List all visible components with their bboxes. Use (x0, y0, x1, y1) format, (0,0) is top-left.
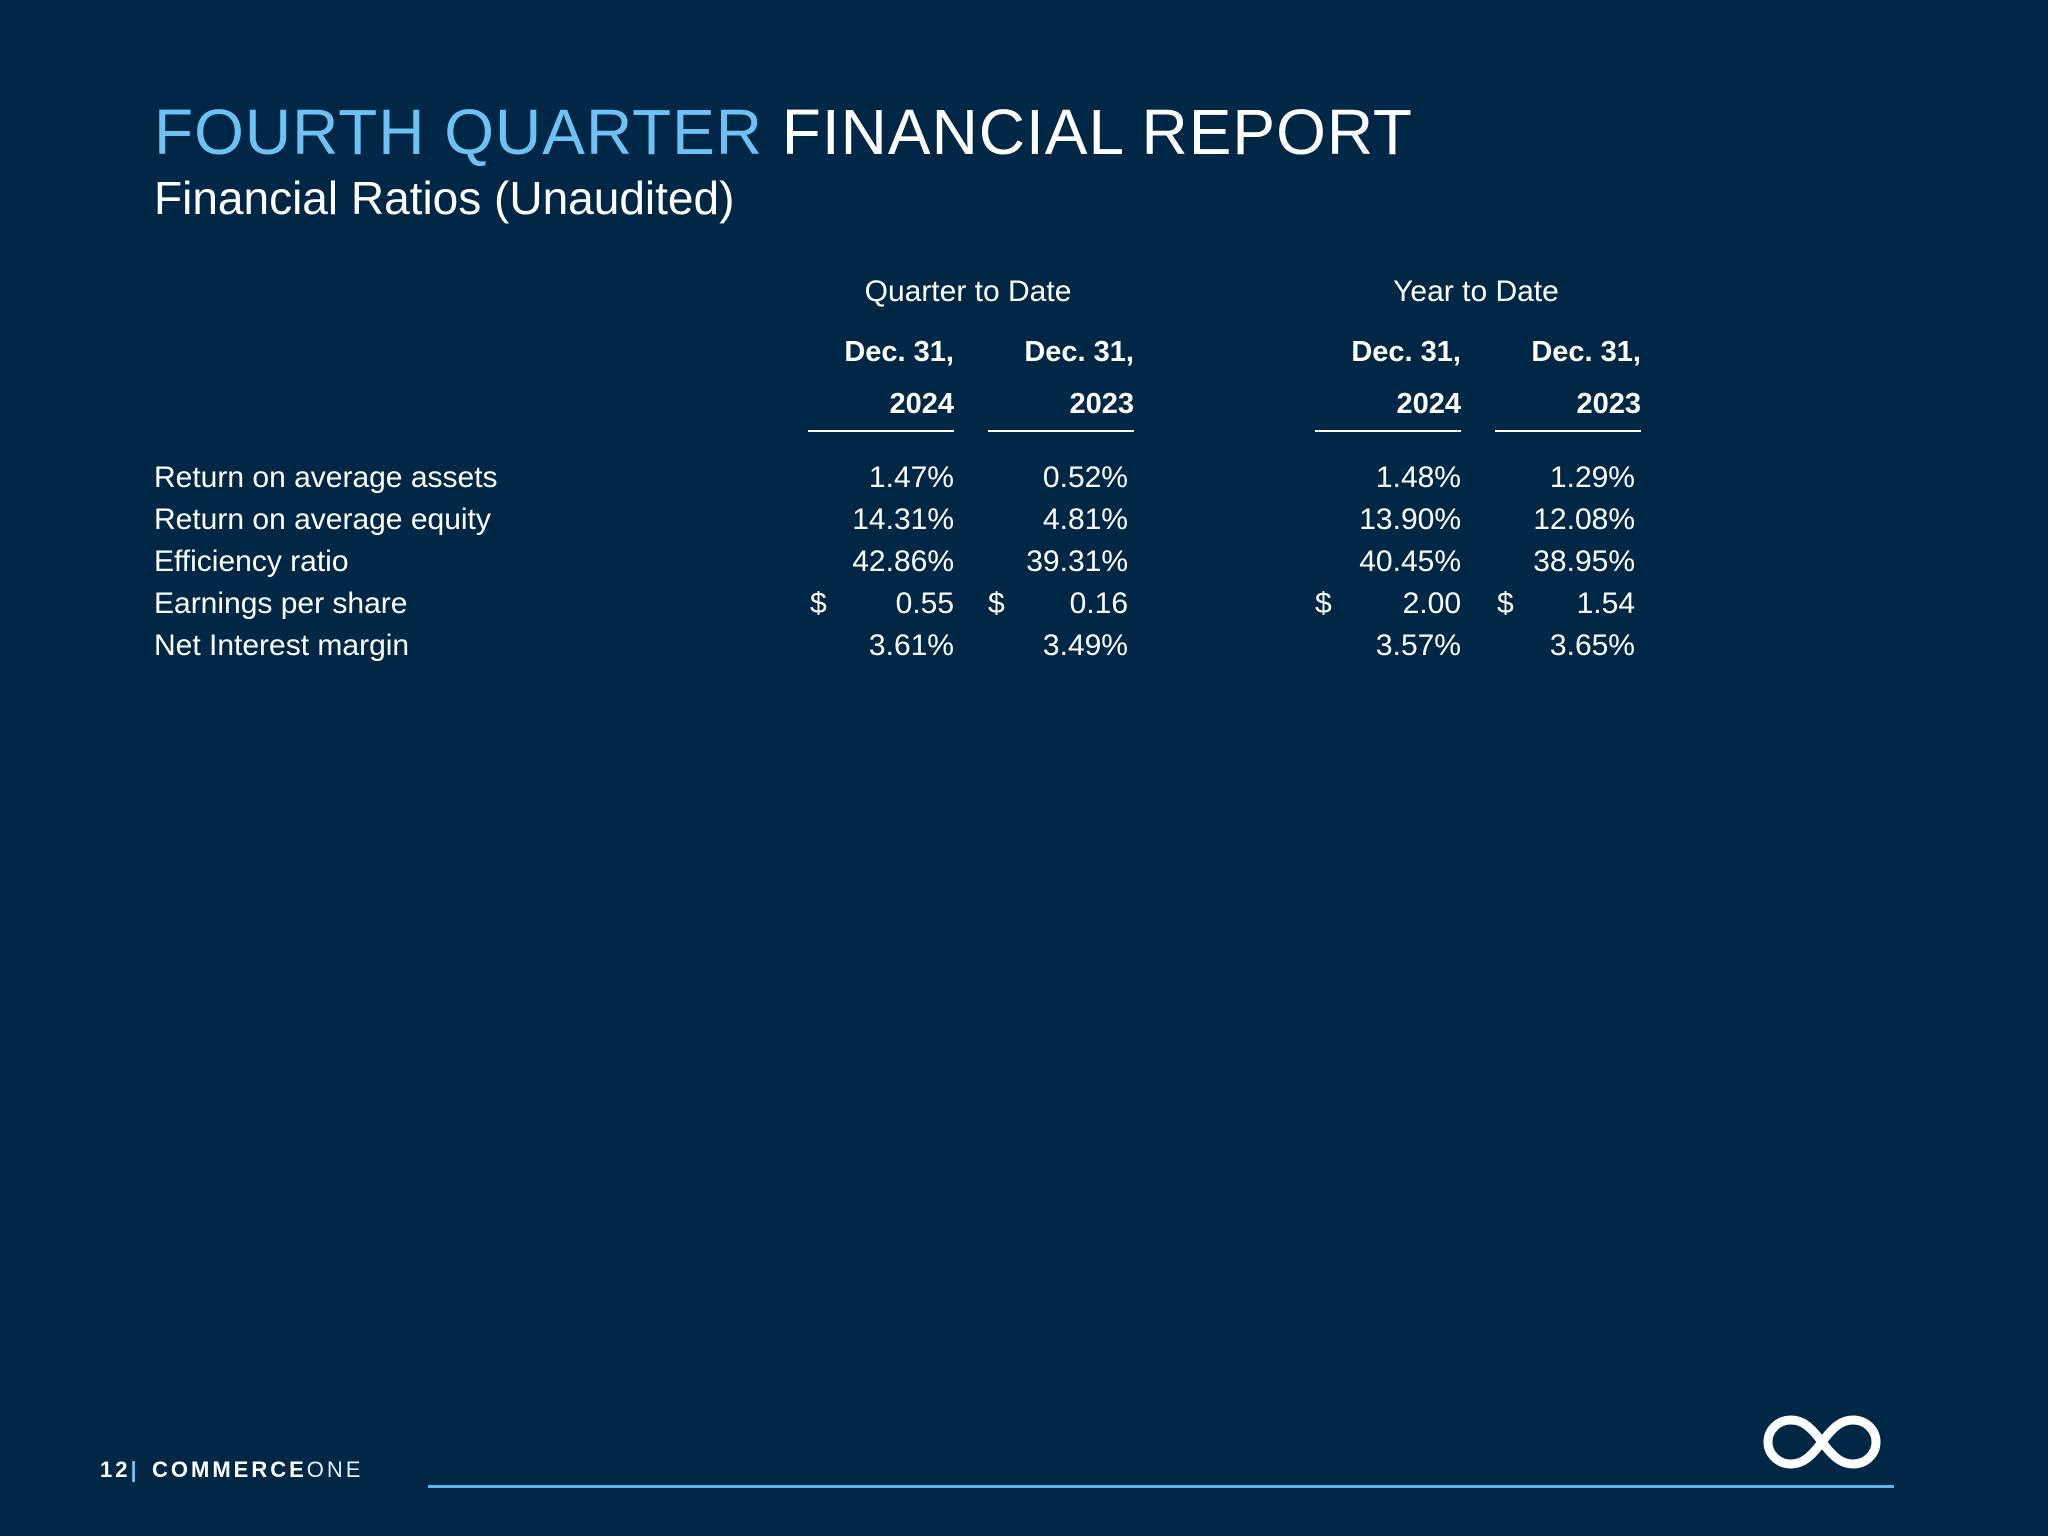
row-label: Net Interest margin (154, 629, 410, 662)
brand-wordmark: COMMERCEONE (152, 1456, 363, 1484)
table-cell: 2.00 (1402, 587, 1461, 620)
table-cell: 42.86% (852, 545, 954, 578)
currency-symbol: $ (988, 587, 1005, 620)
page-number-value: 12 (100, 1457, 131, 1482)
brand-light: ONE (306, 1457, 364, 1482)
brand-bold: COMMERCE (152, 1457, 307, 1482)
title-main: FINANCIAL REPORT (781, 96, 1413, 168)
table-cell: 3.57% (1375, 629, 1461, 662)
row-label: Efficiency ratio (154, 545, 349, 578)
table-row: Net Interest margin 3.61% 3.49% 3.57% 3.… (0, 625, 2048, 667)
infinity-icon (1763, 1415, 1881, 1469)
group-header-year: Year to Date (1393, 275, 1559, 308)
table-cell: 4.81% (1042, 503, 1128, 536)
currency-symbol: $ (1497, 587, 1514, 620)
column-header-line2: 2023 (1576, 388, 1641, 420)
table-row: Return on average equity 14.31% 4.81% 13… (0, 499, 2048, 541)
table-row: Earnings per share $ 0.55 $ 0.16 $ 2.00 … (0, 583, 2048, 625)
column-header-line2: 2024 (1396, 388, 1461, 420)
table-cell: 38.95% (1533, 545, 1635, 578)
table-cell: 3.49% (1042, 629, 1128, 662)
column-header-line1: Dec. 31, (844, 336, 954, 368)
currency-symbol: $ (1315, 587, 1332, 620)
table-row: Efficiency ratio 42.86% 39.31% 40.45% 38… (0, 541, 2048, 583)
table-cell: 1.48% (1375, 461, 1461, 494)
table-cell: 1.47% (868, 461, 954, 494)
table-cell: 1.29% (1549, 461, 1635, 494)
group-header-quarter: Quarter to Date (864, 275, 1072, 308)
footer-divider (428, 1485, 1894, 1488)
title-accent: FOURTH QUARTER (154, 96, 763, 168)
table-cell: 0.16 (1069, 587, 1128, 620)
table-cell: 1.54 (1576, 587, 1635, 620)
page-number: 12| (100, 1456, 140, 1484)
column-header: Dec. 31, 2023 (1495, 326, 1641, 432)
table-cell: 3.61% (868, 629, 954, 662)
table-cell: 3.65% (1549, 629, 1635, 662)
column-header: Dec. 31, 2024 (1315, 326, 1461, 432)
column-header-line1: Dec. 31, (1351, 336, 1461, 368)
column-header: Dec. 31, 2024 (808, 326, 954, 432)
page-title: FOURTH QUARTER FINANCIAL REPORT (154, 94, 1413, 170)
table-cell: 12.08% (1533, 503, 1635, 536)
currency-symbol: $ (810, 587, 827, 620)
column-header-line1: Dec. 31, (1024, 336, 1134, 368)
table-cell: 14.31% (852, 503, 954, 536)
page-subtitle: Financial Ratios (Unaudited) (154, 172, 735, 224)
table-row: Return on average assets 1.47% 0.52% 1.4… (0, 457, 2048, 499)
column-header-line2: 2023 (1069, 388, 1134, 420)
table-cell: 40.45% (1359, 545, 1461, 578)
table-cell: 0.52% (1042, 461, 1128, 494)
table-cell: 39.31% (1026, 545, 1128, 578)
row-label: Earnings per share (154, 587, 408, 620)
footer-separator: | (130, 1457, 140, 1482)
column-header-line2: 2024 (889, 388, 954, 420)
row-label: Return on average equity (154, 503, 491, 536)
table-cell: 0.55 (895, 587, 954, 620)
row-label: Return on average assets (154, 461, 498, 494)
table-cell: 13.90% (1359, 503, 1461, 536)
column-header-line1: Dec. 31, (1531, 336, 1641, 368)
column-header: Dec. 31, 2023 (988, 326, 1134, 432)
